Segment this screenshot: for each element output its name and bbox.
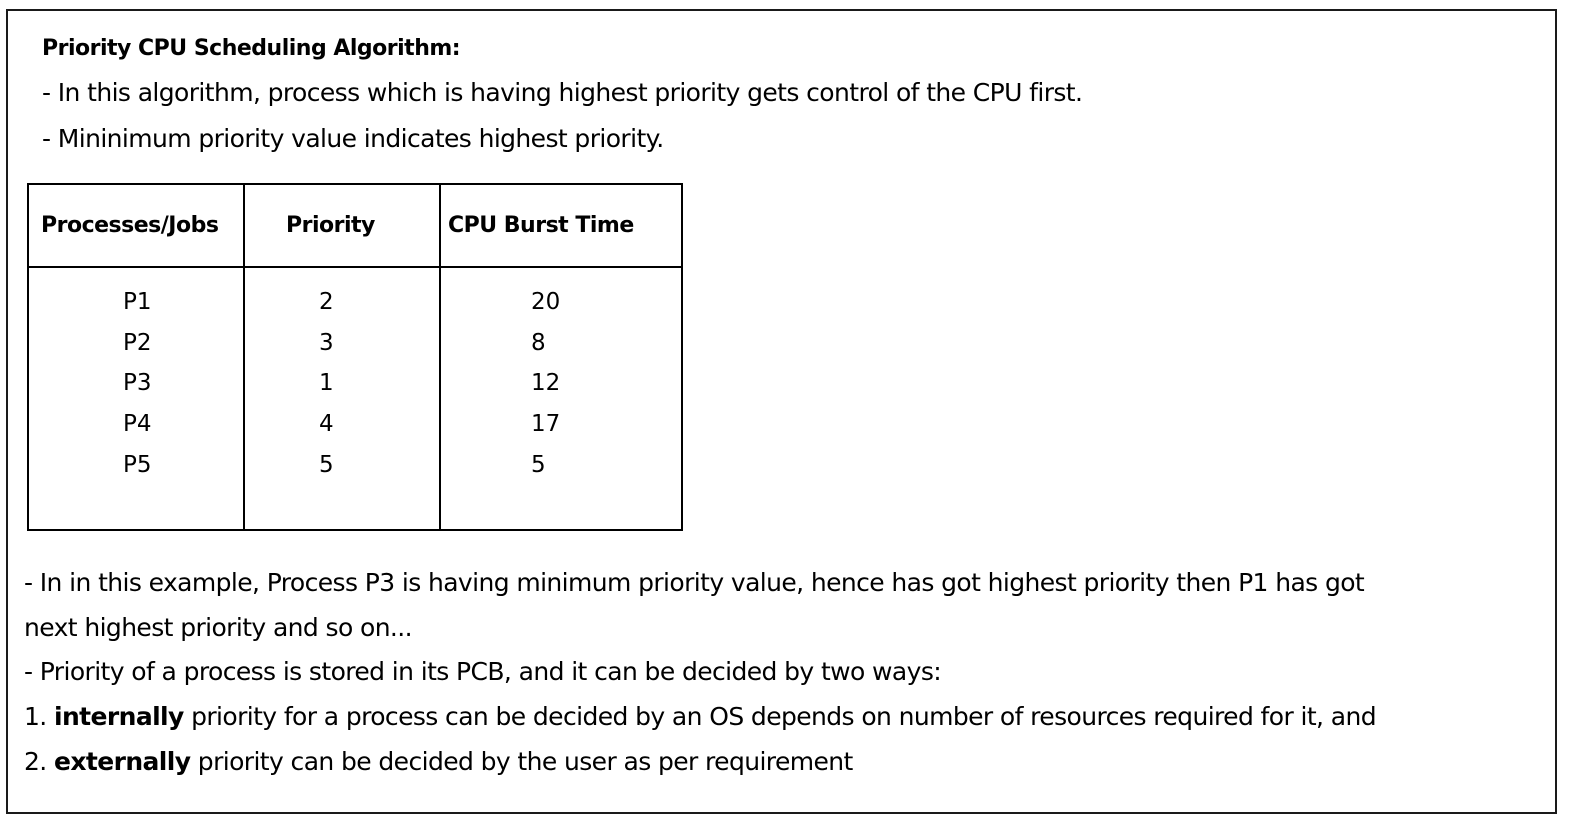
- list-text: priority can be decided by the user as p…: [197, 747, 854, 776]
- list-item-internally: 1. internally priority for a process can…: [24, 702, 1377, 731]
- explanation-line-1: - In in this example, Process P3 is havi…: [24, 568, 1365, 597]
- cell-burst-time: 8: [531, 329, 546, 356]
- cell-burst-time: 17: [531, 411, 561, 438]
- cell-priority: 5: [319, 451, 334, 478]
- cell-process: P4: [123, 411, 152, 438]
- document-frame: [6, 9, 1557, 814]
- list-text: priority for a process can be decided by…: [191, 702, 1376, 731]
- cell-burst-time: 20: [531, 289, 561, 315]
- cell-priority: 2: [319, 289, 334, 315]
- cell-priority: 3: [319, 329, 334, 356]
- document-title: Priority CPU Scheduling Algorithm:: [42, 36, 461, 61]
- list-item-externally: 2. externally priority can be decided by…: [24, 747, 853, 776]
- cell-process: P1: [123, 289, 152, 315]
- table-row: P1 2 20: [29, 289, 681, 330]
- keyword-externally: externally: [54, 747, 191, 776]
- list-number: 2.: [24, 747, 47, 776]
- header-divider: [29, 266, 681, 268]
- column-header-priority: Priority: [286, 213, 375, 238]
- list-number: 1.: [24, 702, 47, 731]
- intro-line-1: - In this algorithm, process which is ha…: [42, 78, 1083, 107]
- table-row: P2 3 8: [29, 330, 681, 371]
- cell-process: P5: [123, 451, 152, 478]
- cell-priority: 4: [319, 411, 334, 438]
- process-table: Processes/Jobs Priority CPU Burst Time P…: [27, 183, 683, 531]
- table-row: P3 1 12: [29, 370, 681, 411]
- table-row: P5 5 5: [29, 452, 681, 493]
- explanation-line-2: next highest priority and so on...: [24, 613, 413, 642]
- explanation-line-3: - Priority of a process is stored in its…: [24, 657, 942, 686]
- cell-priority: 1: [319, 370, 334, 397]
- column-header-processes: Processes/Jobs: [41, 213, 219, 238]
- table-body: P1 2 20 P2 3 8 P3 1 12 P4 4 17 P5 5 5: [29, 289, 681, 492]
- cell-burst-time: 12: [531, 370, 561, 397]
- keyword-internally: internally: [54, 702, 184, 731]
- table-divider: [439, 185, 441, 529]
- cell-process: P3: [123, 370, 152, 397]
- cell-process: P2: [123, 329, 152, 356]
- table-row: P4 4 17: [29, 411, 681, 452]
- table-divider: [243, 185, 245, 529]
- intro-line-2: - Mininimum priority value indicates hig…: [42, 124, 664, 153]
- cell-burst-time: 5: [531, 451, 546, 478]
- column-header-burst-time: CPU Burst Time: [448, 213, 634, 238]
